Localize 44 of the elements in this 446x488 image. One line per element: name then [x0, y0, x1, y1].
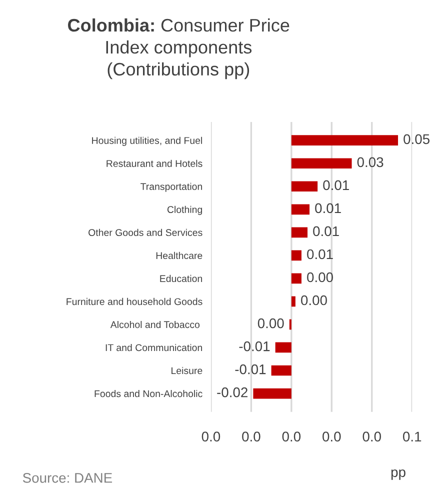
- data-label: 0.00: [307, 272, 333, 282]
- y-tick-label: IT and Communication: [106, 344, 202, 352]
- data-label: 0.01: [313, 226, 339, 236]
- data-label: 0.01: [307, 249, 333, 260]
- y-tick-label: Clothing: [167, 206, 202, 215]
- y-tick-label: Restaurant and Hotels: [106, 160, 202, 167]
- x-tick-label: 0.0: [242, 432, 260, 442]
- bar: [291, 135, 398, 146]
- x-tick-label: 0.1: [402, 432, 422, 442]
- data-label: 0.00: [258, 318, 284, 328]
- y-tick-label: Other Goods and Services: [88, 228, 202, 236]
- data-label: 0.01: [323, 180, 349, 190]
- bar: [275, 342, 292, 353]
- bar: [271, 365, 292, 376]
- x-tick-label: 0.0: [202, 432, 220, 442]
- y-tick-label: Foods and Non-Alcoholic: [94, 390, 202, 398]
- x-tick-label: 0.0: [282, 432, 301, 442]
- y-tick-label: Housing utilities, and Fuel: [92, 136, 202, 146]
- data-label: 0.03: [357, 157, 384, 168]
- bar: [291, 227, 308, 238]
- data-label: 0.05: [404, 134, 430, 144]
- y-tick-label: Education: [160, 274, 202, 282]
- bar: [253, 388, 292, 399]
- data-label: -0.01: [239, 341, 270, 352]
- data-label: 0.00: [301, 295, 327, 306]
- y-tick-label: Leisure: [172, 366, 202, 374]
- bar: [291, 296, 296, 307]
- data-label: -0.01: [235, 364, 266, 374]
- y-tick-label: Alcohol and Tobacco: [110, 320, 200, 328]
- x-tick-label: 0.0: [362, 432, 381, 442]
- bar: [291, 273, 302, 284]
- y-tick-label: Transportation: [140, 182, 202, 192]
- bar: [291, 204, 310, 215]
- y-tick-label: Healthcare: [156, 252, 202, 260]
- bar: [291, 250, 302, 261]
- bar: [291, 158, 352, 169]
- data-label: 0.01: [315, 203, 341, 214]
- bar: [291, 181, 318, 192]
- source-note: Source: DANE: [22, 472, 112, 483]
- chart-title: Colombia: Consumer Price Index components (Contributions pp): [68, 18, 290, 80]
- y-tick-label: Furniture and household Goods: [66, 298, 202, 306]
- data-label: -0.02: [217, 387, 248, 398]
- x-axis-title: pp: [391, 469, 406, 480]
- x-tick-label: 0.0: [322, 432, 341, 442]
